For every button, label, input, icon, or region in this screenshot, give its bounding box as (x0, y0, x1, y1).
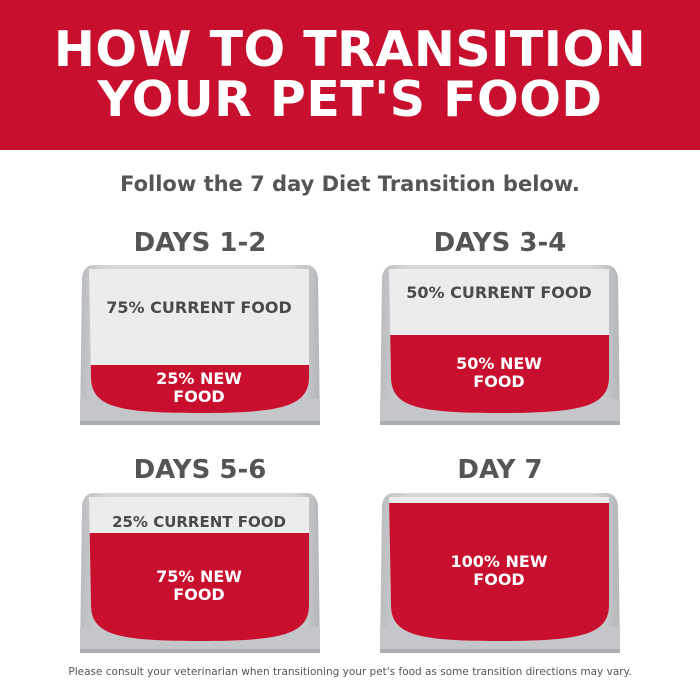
title-line-1: HOW TO TRANSITION (53, 21, 647, 78)
stage-day-label: DAYS 3-4 (433, 228, 567, 258)
new-food-fill (89, 365, 309, 413)
new-food-fill (389, 335, 609, 413)
current-food-label: 75% CURRENT FOOD (106, 298, 292, 317)
food-bowl: 100% NEW FOOD (380, 493, 620, 653)
current-food-label: 50% CURRENT FOOD (406, 283, 592, 302)
new-food-fill (389, 503, 609, 641)
new-food-fill (89, 533, 309, 641)
new-food-label: 25% NEW FOOD (156, 369, 242, 406)
new-food-label: 75% NEW FOOD (156, 567, 242, 604)
food-bowl: 75% CURRENT FOOD 25% NEW FOOD (80, 265, 320, 425)
new-food-label: 100% NEW FOOD (450, 552, 548, 589)
stage-day-label: DAY 7 (457, 455, 543, 485)
stage-day-label: DAYS 5-6 (133, 455, 267, 485)
title-line-2: YOUR PET'S FOOD (97, 71, 603, 128)
subtitle: Follow the 7 day Diet Transition below. (120, 172, 580, 196)
footnote: Please consult your veterinarian when tr… (68, 666, 632, 678)
title-banner: HOW TO TRANSITION YOUR PET'S FOOD (0, 0, 700, 150)
stage-day-label: DAYS 1-2 (133, 228, 267, 258)
new-food-label: 50% NEW FOOD (456, 354, 542, 391)
food-bowl: 50% CURRENT FOOD 50% NEW FOOD (380, 265, 620, 425)
food-bowl: 25% CURRENT FOOD 75% NEW FOOD (80, 493, 320, 653)
current-food-label: 25% CURRENT FOOD (112, 513, 286, 531)
